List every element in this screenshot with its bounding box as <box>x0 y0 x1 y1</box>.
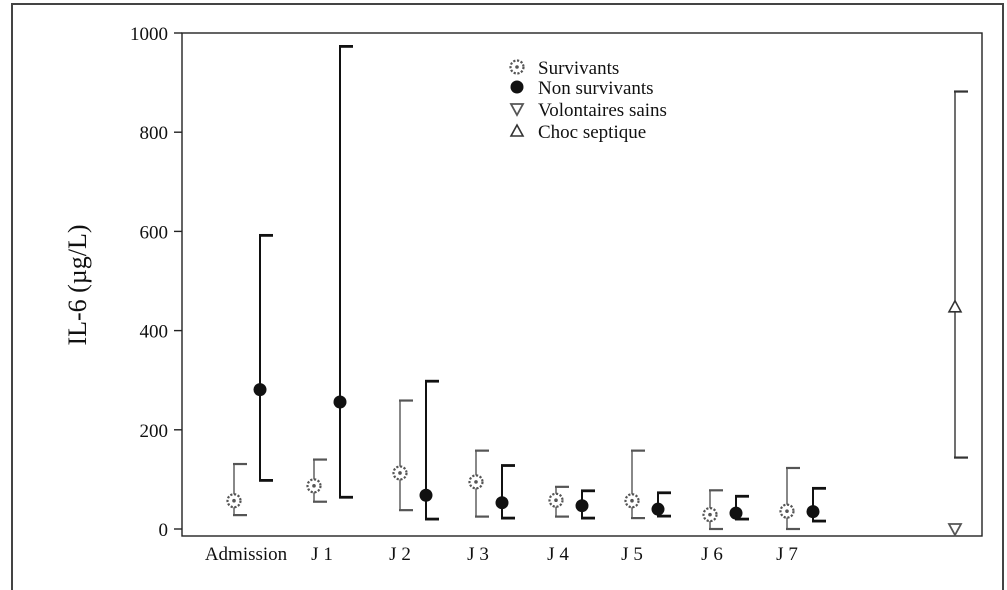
data-point-filled-circle <box>729 506 743 520</box>
data-point-dotted-circle <box>624 493 640 509</box>
data-point-dotted-circle <box>548 492 564 508</box>
error-bar <box>954 90 968 459</box>
legend-label: Survivants <box>538 58 619 79</box>
error-bar <box>501 464 515 520</box>
x-tick-label: Admission <box>205 544 288 565</box>
data-point-filled-circle <box>333 395 347 409</box>
y-tick-label: 400 <box>140 322 169 343</box>
legend-marker <box>509 59 525 75</box>
x-axis: Admission J 1 J 2 J 3 J 4 J 5 J 6 J 7 <box>205 544 798 565</box>
y-axis-title: IL-6 (µg/L) <box>63 224 92 345</box>
data-point-dotted-circle <box>702 507 718 523</box>
y-tick-label: 600 <box>140 222 169 243</box>
data-point-dotted-circle <box>468 474 484 490</box>
legend-marker <box>509 103 525 117</box>
data-point-down-triangle <box>947 523 963 537</box>
data-point-filled-circle <box>651 502 665 516</box>
data-point-dotted-circle <box>226 493 242 509</box>
x-tick-label: J 3 <box>467 544 489 565</box>
legend-marker <box>509 123 525 137</box>
y-axis: 0 200 400 600 800 1000 <box>130 24 182 541</box>
legend-label: Volontaires sains <box>538 100 667 121</box>
error-bar <box>259 233 273 482</box>
data-point-filled-circle <box>419 488 433 502</box>
x-tick-label: J 5 <box>621 544 643 565</box>
x-tick-label: J 7 <box>776 544 798 565</box>
error-bar <box>399 399 413 512</box>
x-tick-label: J 1 <box>311 544 333 565</box>
error-bar <box>786 466 800 531</box>
data-point-filled-circle <box>575 499 589 513</box>
data-point-dotted-circle <box>392 465 408 481</box>
legend-label: Non survivants <box>538 78 654 99</box>
plot-marks <box>226 44 968 537</box>
data-point-filled-circle <box>806 505 820 519</box>
data-point-up-triangle <box>947 299 963 313</box>
plot-frame <box>181 32 983 537</box>
x-tick-label: J 6 <box>701 544 723 565</box>
error-bar <box>339 44 353 499</box>
data-point-dotted-circle <box>779 503 795 519</box>
y-tick-label: 1000 <box>130 24 168 45</box>
y-tick-label: 800 <box>140 123 169 144</box>
y-tick-label: 200 <box>140 421 169 442</box>
y-tick-label: 0 <box>159 520 169 541</box>
x-tick-label: J 4 <box>547 544 569 565</box>
data-point-filled-circle <box>495 496 509 510</box>
legend-marker <box>510 80 524 94</box>
data-point-filled-circle <box>253 383 267 397</box>
data-point-dotted-circle <box>306 478 322 494</box>
legend-label: Choc septique <box>538 122 646 143</box>
x-tick-label: J 2 <box>389 544 411 565</box>
figure-frame <box>11 3 1004 590</box>
